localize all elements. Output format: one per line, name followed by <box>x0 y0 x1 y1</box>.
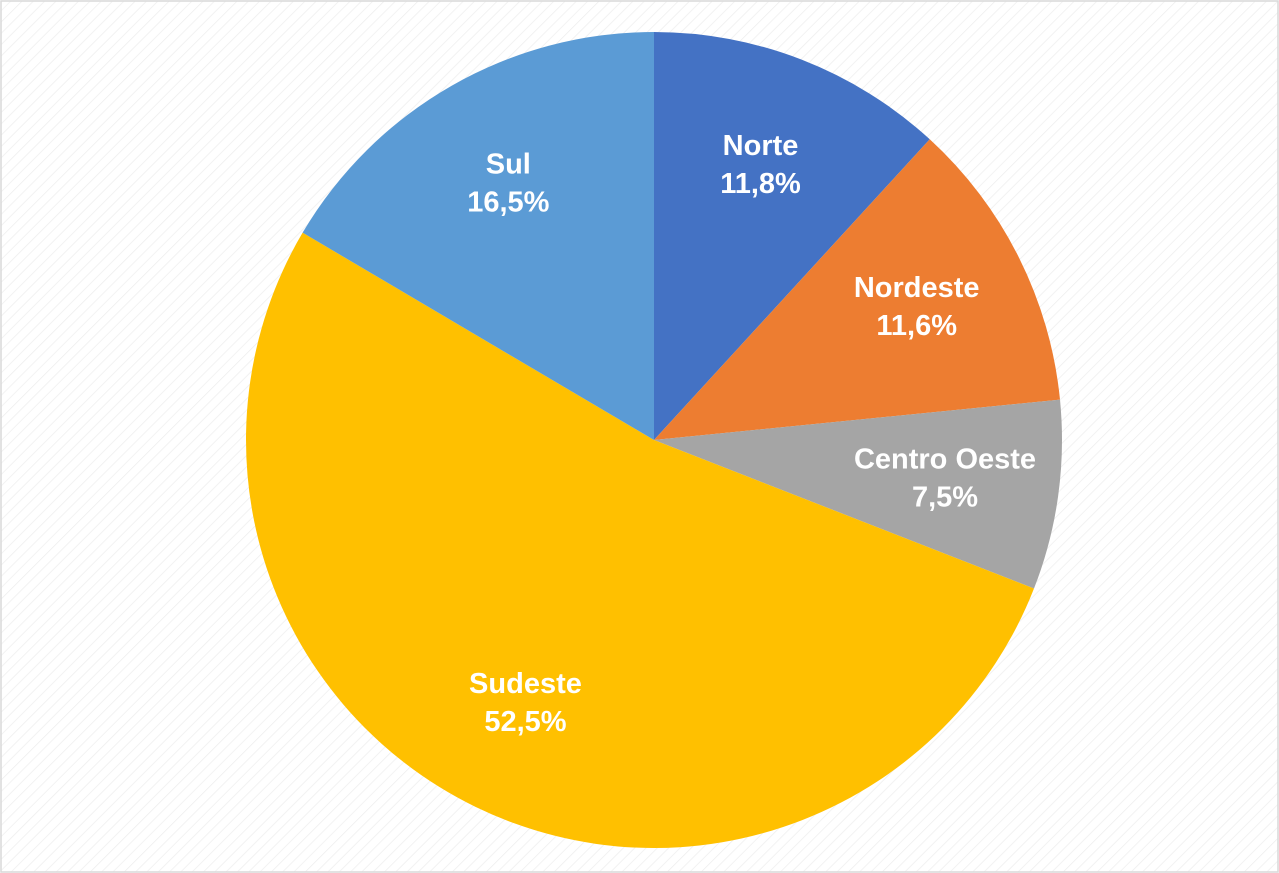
slice-value-label: 11,6% <box>876 310 957 342</box>
slice-category-label: Sudeste <box>469 668 582 700</box>
data-labels: Norte 11,8% Nordeste 11,6% Centro Oeste 7,5% S… <box>467 130 1036 738</box>
slice-category-label: Norte <box>723 130 799 162</box>
pie-slice <box>654 32 930 440</box>
slice-value-label: 52,5% <box>484 706 566 738</box>
slice-value-label: 16,5% <box>467 187 549 219</box>
pie <box>246 32 1062 848</box>
pie-slice <box>654 139 1060 440</box>
slice-category-label: Centro Oeste <box>854 444 1036 476</box>
pie-slice <box>246 232 1034 848</box>
pie-slice <box>302 32 654 440</box>
slice-category-label: Sul <box>486 149 531 181</box>
slice-value-label: 11,8% <box>720 168 801 200</box>
slice-category-label: Nordeste <box>854 272 980 304</box>
slice-value-label: 7,5% <box>912 482 978 514</box>
pie-slice <box>654 399 1062 589</box>
